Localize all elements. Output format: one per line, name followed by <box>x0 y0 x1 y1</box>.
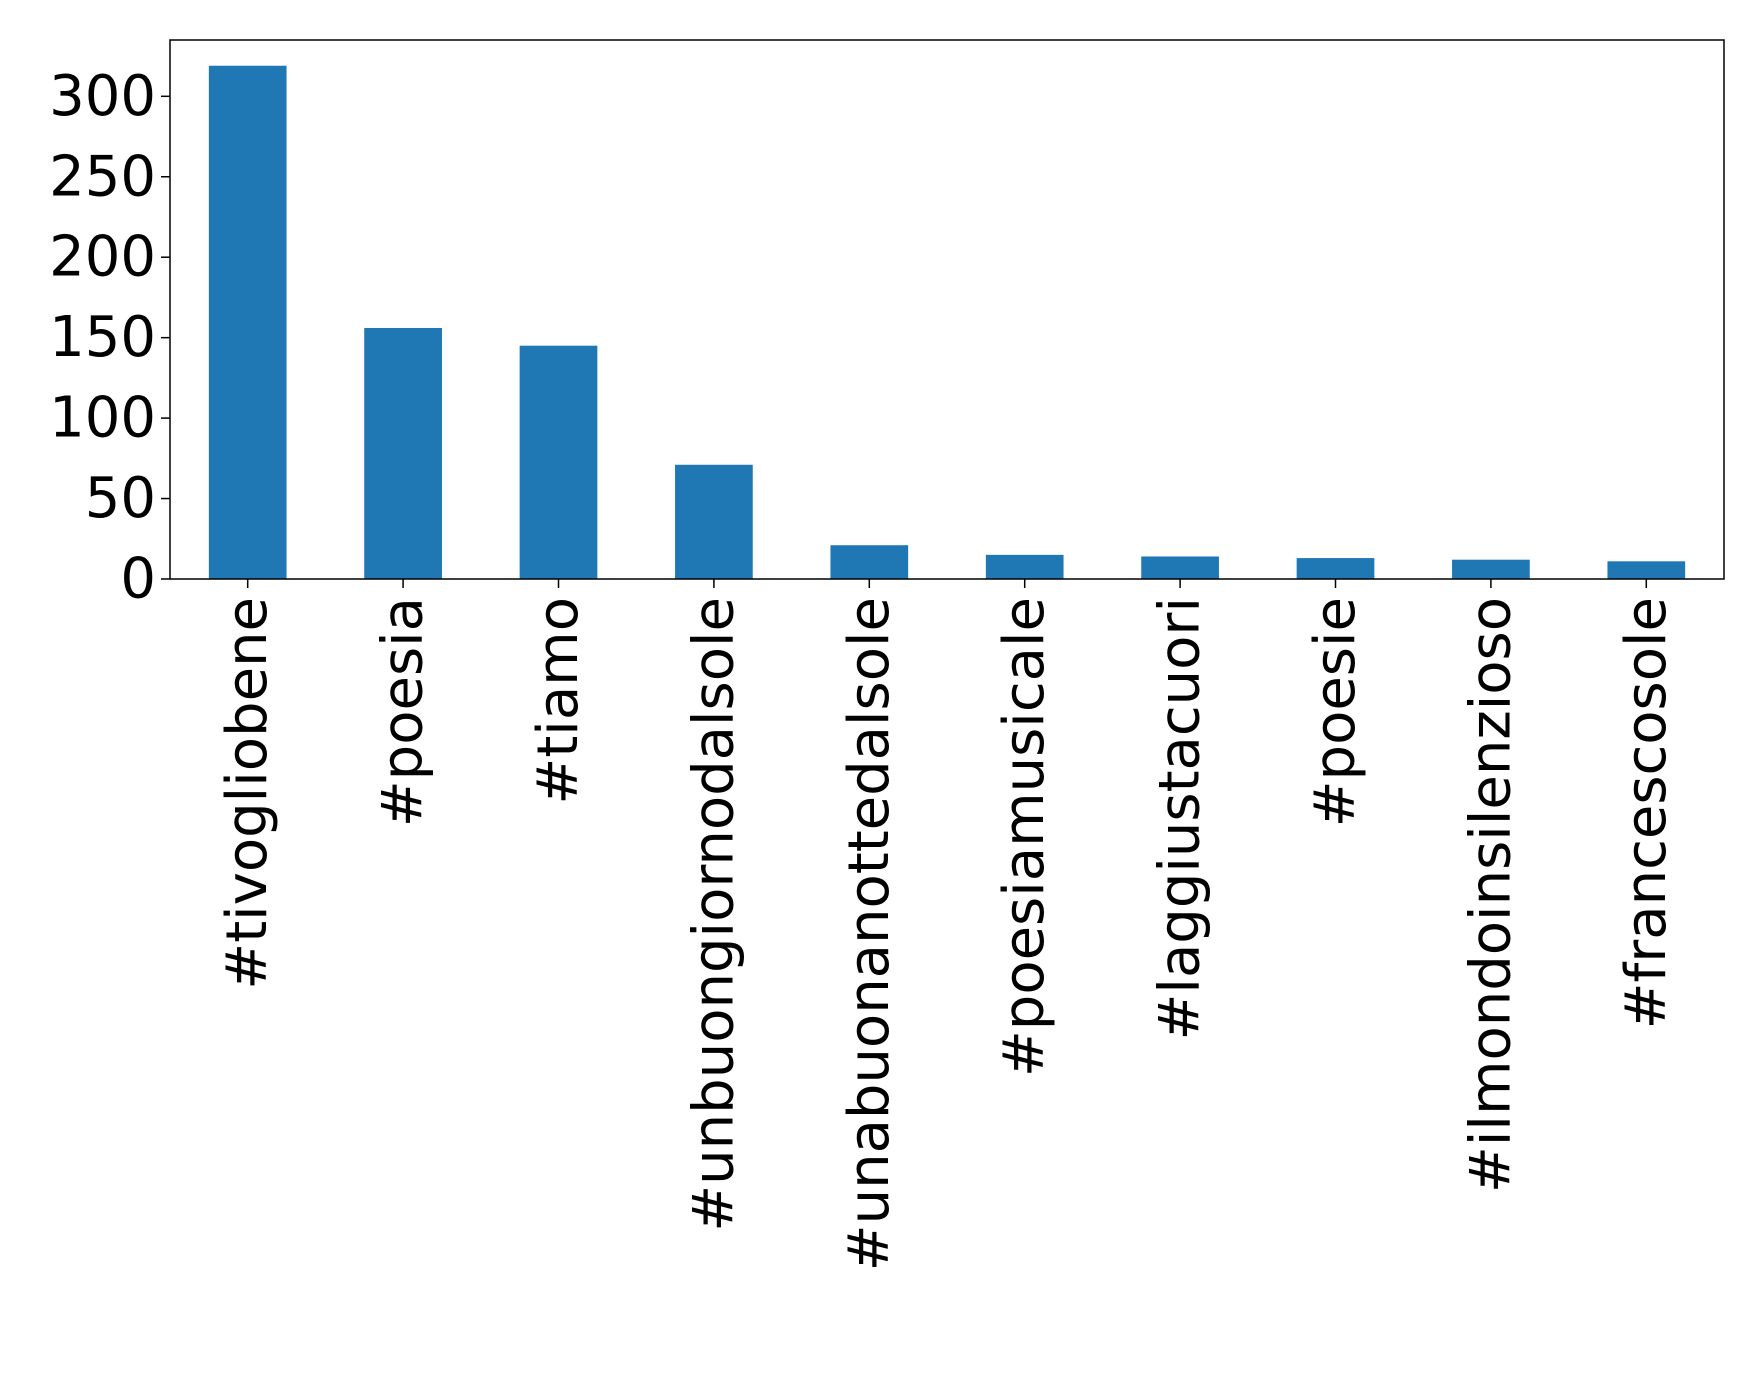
x-tick-label: #francescosole <box>1614 597 1679 1029</box>
x-tick-label: #poesia <box>371 597 436 827</box>
x-tick-label: #laggiustacuori <box>1148 597 1213 1041</box>
y-tick-label: 150 <box>49 305 156 370</box>
bar <box>1296 558 1375 579</box>
y-tick-label: 50 <box>85 466 156 531</box>
bar <box>830 545 909 579</box>
x-axis: #tivogliobene #poesia #tiamo #unbuongiornod… <box>215 579 1679 1271</box>
x-tick-label: #poesie <box>1303 597 1368 827</box>
y-tick-label: 0 <box>120 547 156 612</box>
x-tick-label: #tivogliobene <box>215 597 280 990</box>
y-tick-label: 300 <box>49 64 156 129</box>
bar <box>519 345 598 579</box>
bar <box>1452 559 1530 579</box>
bars-group <box>208 65 1686 579</box>
bar <box>1607 561 1686 579</box>
y-tick-label: 200 <box>49 225 156 290</box>
y-axis: 0 50 100 150 200 250 300 <box>49 64 170 612</box>
bar <box>1141 556 1219 579</box>
bar <box>208 65 287 579</box>
plot-frame <box>169 39 1725 580</box>
x-tick-label: #unbuongiornodalsole <box>681 597 746 1232</box>
bar <box>675 464 753 579</box>
x-tick-label: #unabuonanottedalsole <box>837 597 902 1271</box>
bar <box>985 554 1064 579</box>
y-tick-label: 250 <box>49 144 156 209</box>
bar <box>364 328 442 579</box>
x-tick-label: #ilmondoinsilenzioso <box>1458 597 1523 1193</box>
x-tick-label: #tiamo <box>526 597 591 805</box>
x-tick-label: #poesiamusicale <box>992 597 1057 1077</box>
y-tick-label: 100 <box>49 386 156 451</box>
